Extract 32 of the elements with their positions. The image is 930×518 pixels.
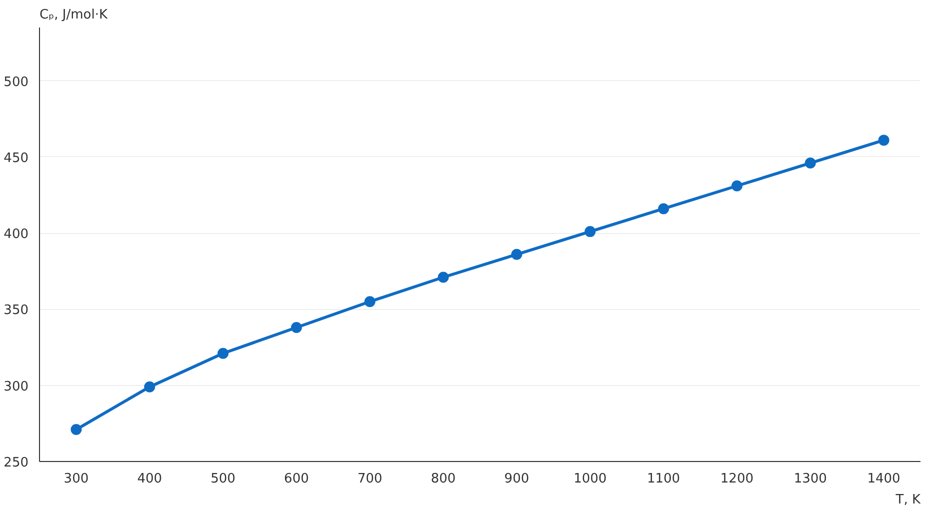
point (438, 272, 449, 283)
y-axis-title: Cₚ, J/mol·K (40, 8, 108, 22)
y-tick-label: 450 (4, 150, 29, 166)
x-tick-label: 1400 (867, 472, 900, 486)
x-tick-label: 1000 (574, 472, 607, 486)
point (70, 424, 82, 436)
point (364, 296, 376, 308)
x-tick-label: 800 (430, 472, 456, 486)
y-tick-label: 500 (4, 74, 29, 90)
x-tick-label: 900 (504, 472, 530, 486)
y-tick-label: 250 (4, 456, 29, 470)
y-tick-label: 300 (4, 379, 29, 394)
point (878, 134, 890, 146)
x-tick-label: 500 (210, 472, 236, 486)
point (658, 203, 670, 214)
point (731, 180, 742, 192)
x-tick-label: 1100 (647, 472, 680, 486)
point (218, 348, 229, 359)
point (144, 381, 156, 392)
x-tick-label: 1200 (720, 472, 754, 486)
y-tick-label: 350 (4, 303, 29, 318)
x-tick-label: 700 (357, 472, 382, 486)
point (804, 158, 816, 169)
x-tick-label: 600 (284, 472, 309, 486)
y-tick-label: 400 (4, 227, 29, 242)
point (584, 226, 596, 238)
point (290, 322, 302, 333)
x-tick-label: 1300 (794, 472, 827, 486)
point (511, 248, 522, 260)
x-axis-title: T, K (894, 492, 921, 508)
x-tick-label: 400 (137, 472, 162, 486)
x-tick-label: 300 (64, 472, 89, 486)
